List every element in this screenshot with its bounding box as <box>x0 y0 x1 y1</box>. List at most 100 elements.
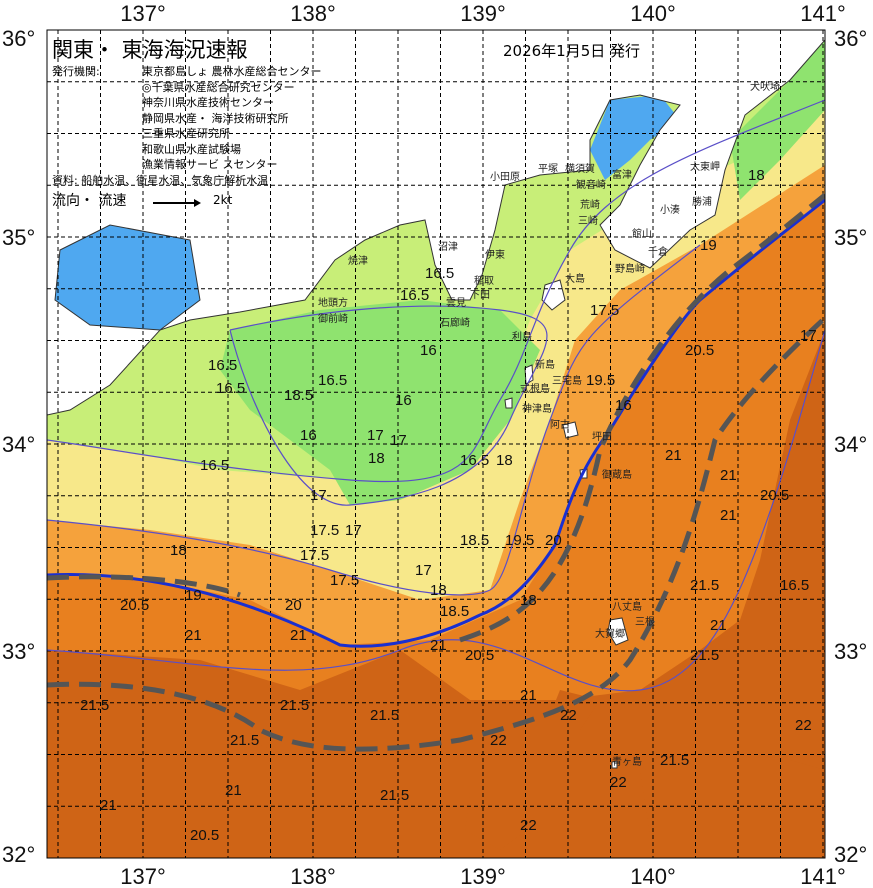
isotherm-label: 19 <box>700 237 717 254</box>
isotherm-label: 21.5 <box>80 697 109 714</box>
isotherm-label: 21 <box>290 627 307 644</box>
isotherm-label: 18 <box>496 452 513 469</box>
isotherm-label: 22 <box>610 774 627 791</box>
island-oshima <box>541 279 566 311</box>
island-niijima <box>524 364 534 385</box>
place-label: 式根島 <box>520 382 550 395</box>
isotherm-label: 21 <box>520 687 537 704</box>
place-label: 小田原 <box>490 171 520 183</box>
place-label: 御蔵島 <box>602 468 632 481</box>
place-label: 沼津 <box>438 240 458 253</box>
flow-scale: 2kt <box>213 193 233 207</box>
isotherm-label: 17.5 <box>310 522 339 539</box>
place-label: 御前崎 <box>318 312 348 325</box>
isotherm-label: 18 <box>430 582 447 599</box>
longitude-tick-label: 140° <box>630 864 676 888</box>
place-label: 大島 <box>565 272 585 285</box>
longitude-tick-label: 137° <box>120 864 166 888</box>
place-label: 太東岬 <box>690 160 720 173</box>
isotherm-label: 18.5 <box>284 387 313 404</box>
issuer-label: 発行機関: <box>52 65 100 78</box>
isotherm-label: 17 <box>390 432 407 449</box>
issuer-list: 東京都島しょ 農林水産総合センター ◎千葉県水産総合研究センター 神奈川県水産技… <box>142 64 322 173</box>
longitude-tick-label: 139° <box>460 864 506 888</box>
isotherm-label: 21 <box>710 617 727 634</box>
isotherm-label: 16.5 <box>780 577 809 594</box>
place-label: 千倉 <box>648 245 668 258</box>
sea-patch-22 <box>260 690 825 850</box>
isotherm-label: 22 <box>795 717 812 734</box>
sea-region-14-ise-bay <box>55 225 200 330</box>
longitude-tick-label: 138° <box>290 1 336 26</box>
place-label: 小湊 <box>660 203 680 216</box>
issuer: 三重県水産研究所 <box>142 127 230 140</box>
isotherm-label: 20.5 <box>120 597 149 614</box>
latitude-tick-label: 33° <box>2 639 35 664</box>
place-label: 利島 <box>512 330 532 343</box>
isotherm-label: 17 <box>415 562 432 579</box>
isotherm-label: 19.5 <box>586 372 615 389</box>
place-label: 横須賀 <box>565 162 595 175</box>
latitude-tick-label: 36° <box>834 26 867 51</box>
isotherm-label: 21.5 <box>230 732 259 749</box>
issuer: 東京都島しょ 農林水産総合センター <box>142 65 322 78</box>
isotherm-label: 21.5 <box>660 752 689 769</box>
place-label: 三根 <box>635 615 655 628</box>
isotherm-label: 19 <box>185 587 202 604</box>
isotherm-label: 17 <box>345 522 362 539</box>
place-label: 荒崎 <box>580 198 600 211</box>
longitude-tick-label: 140° <box>630 1 676 26</box>
isotherm-label: 16.5 <box>400 287 429 304</box>
isotherm-label: 18.5 <box>460 532 489 549</box>
place-label: 阿古 <box>550 418 570 431</box>
isotherm-label: 20.5 <box>190 827 219 844</box>
place-label: 稲取 <box>474 275 494 287</box>
isotherm-label: 21.5 <box>370 707 399 724</box>
flow-legend-label: 流向・ 流速 <box>52 193 127 209</box>
place-label: 坪田 <box>592 430 612 443</box>
isotherm-label: 21 <box>430 637 447 654</box>
isotherm-label: 16 <box>420 342 437 359</box>
place-label: 新島 <box>535 358 555 371</box>
place-label: 館山 <box>632 227 652 240</box>
latitude-tick-label: 34° <box>834 432 867 457</box>
isotherm-label: 20 <box>545 532 562 549</box>
page-title: 関東・ 東海海況速報 <box>52 38 248 62</box>
latitude-tick-label: 32° <box>834 842 867 867</box>
isotherm-label: 21 <box>100 797 117 814</box>
place-label: 雲見 <box>446 297 466 309</box>
isotherm-label: 21.5 <box>690 647 719 664</box>
place-label: 富津 <box>612 168 632 181</box>
isotherm-label: 22 <box>520 817 537 834</box>
isotherm-label: 21.5 <box>690 577 719 594</box>
isotherm-label: 21 <box>185 627 202 644</box>
map-frame <box>46 29 826 859</box>
isotherm-label: 21 <box>225 782 242 799</box>
isotherm-label: 16.5 <box>208 357 237 374</box>
isotherm-label: 16 <box>395 392 412 409</box>
island-miyakejima <box>562 421 579 439</box>
place-label: 石廊崎 <box>440 316 470 329</box>
isotherm-label: 16 <box>615 397 632 414</box>
issuer: 漁業情報サービ スセンター <box>142 158 278 171</box>
latitude-tick-label: 36° <box>2 26 35 51</box>
issuer: 神奈川県水産技術センター <box>142 96 274 109</box>
place-label: 焼津 <box>348 255 368 267</box>
isotherm-label: 18 <box>170 542 187 559</box>
isotherm-lines <box>47 99 825 692</box>
isotherm-label: 17.5 <box>590 302 619 319</box>
data-source: 資料: 船舶水温、衛星水温、気象庁解析水温 <box>52 174 269 187</box>
isotherm-label: 21 <box>720 467 737 484</box>
place-label: 青ヶ島 <box>612 755 642 768</box>
place-label: 平塚 <box>538 163 558 175</box>
sea-region-16-boso <box>730 40 825 200</box>
latitude-tick-label: 35° <box>2 225 35 250</box>
isotherm-label: 18 <box>520 592 537 609</box>
longitude-tick-label: 141° <box>800 864 846 888</box>
longitude-tick-label: 139° <box>460 1 506 26</box>
longitude-tick-label: 138° <box>290 864 336 888</box>
isotherm-label: 21.5 <box>280 697 309 714</box>
land-honshu <box>47 30 825 416</box>
isotherm-label: 16.5 <box>425 265 454 282</box>
